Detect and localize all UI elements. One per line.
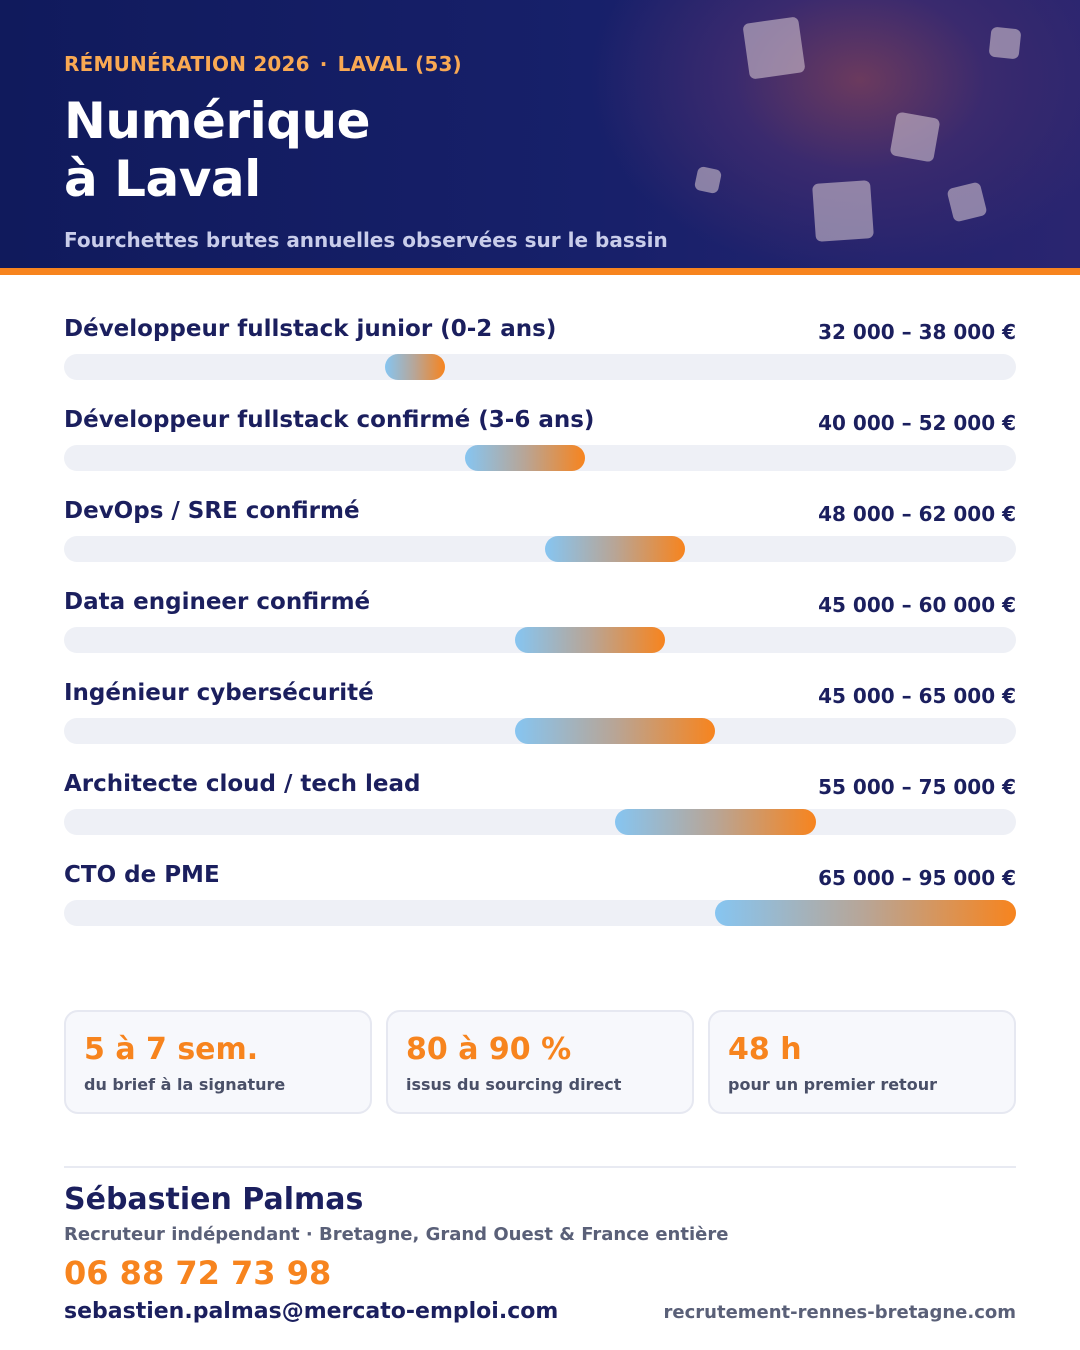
page-title: Numérique à Laval: [64, 92, 371, 208]
salary-range-bar: [615, 809, 816, 835]
contact-email-link[interactable]: sebastien.palmas@mercato-emploi.com: [64, 1299, 559, 1324]
salary-range-label: 55 000 – 75 000 €: [818, 775, 1016, 799]
job-title-label: CTO de PME: [64, 862, 220, 888]
range-track: [64, 900, 1016, 926]
title-line-2: à Laval: [64, 150, 261, 208]
salary-range-label: 45 000 – 60 000 €: [818, 593, 1016, 617]
stat-label: pour un premier retour: [728, 1075, 937, 1094]
stat-value: 80 à 90 %: [406, 1032, 572, 1067]
salary-range-label: 65 000 – 95 000 €: [818, 866, 1016, 890]
header-kicker: RÉMUNÉRATION 2026 · LAVAL (53): [64, 52, 462, 76]
salary-row: Data engineer confirmé 45 000 – 60 000 €: [64, 589, 1016, 653]
job-title-label: Développeur fullstack confirmé (3-6 ans): [64, 407, 595, 433]
job-title-label: Data engineer confirmé: [64, 589, 371, 615]
job-title-label: Architecte cloud / tech lead: [64, 771, 421, 797]
salary-row: Développeur fullstack confirmé (3-6 ans)…: [64, 407, 1016, 471]
footer-divider: [64, 1166, 1016, 1168]
salary-row: Développeur fullstack junior (0-2 ans) 32…: [64, 316, 1016, 380]
salary-row: Architecte cloud / tech lead 55 000 – 75 …: [64, 771, 1016, 835]
title-line-1: Numérique: [64, 92, 371, 150]
salary-row: DevOps / SRE confirmé 48 000 – 62 000 €: [64, 498, 1016, 562]
range-track: [64, 627, 1016, 653]
salary-range-bar: [514, 627, 666, 653]
stat-label: du brief à la signature: [84, 1075, 286, 1094]
contact-phone-link[interactable]: 06 88 72 73 98: [64, 1254, 332, 1292]
decorative-square: [812, 180, 874, 242]
salary-range-bar: [464, 445, 586, 471]
decorative-square: [693, 165, 723, 195]
job-title-label: Ingénieur cybersécurité: [64, 680, 374, 706]
stat-value: 48 h: [728, 1032, 802, 1067]
page-subtitle: Fourchettes brutes annuelles observées s…: [64, 228, 668, 252]
header-accent-bar: [0, 268, 1080, 275]
stats-row: 5 à 7 sem. du brief à la signature 80 à …: [64, 1010, 1016, 1114]
stat-card: 80 à 90 % issus du sourcing direct: [386, 1010, 694, 1114]
contact-name: Sébastien Palmas: [64, 1182, 364, 1217]
decorative-square: [889, 111, 941, 163]
header-banner: RÉMUNÉRATION 2026 · LAVAL (53) Numérique à…: [0, 0, 1080, 268]
kicker-location: LAVAL (53): [337, 52, 462, 76]
salary-range-bar: [545, 536, 686, 562]
range-track: [64, 536, 1016, 562]
salary-range-label: 40 000 – 52 000 €: [818, 411, 1016, 435]
kicker-separator: ·: [319, 52, 328, 76]
salary-row: Ingénieur cybersécurité 45 000 – 65 000 €: [64, 680, 1016, 744]
contact-website-link[interactable]: recrutement-rennes-bretagne.com: [663, 1302, 1016, 1323]
job-title-label: DevOps / SRE confirmé: [64, 498, 360, 524]
stat-card: 48 h pour un premier retour: [708, 1010, 1016, 1114]
stat-card: 5 à 7 sem. du brief à la signature: [64, 1010, 372, 1114]
salary-row: CTO de PME 65 000 – 95 000 €: [64, 862, 1016, 926]
salary-range-label: 48 000 – 62 000 €: [818, 502, 1016, 526]
stat-value: 5 à 7 sem.: [84, 1032, 259, 1067]
range-track: [64, 809, 1016, 835]
salary-range-label: 45 000 – 65 000 €: [818, 684, 1016, 708]
salary-range-bar: [384, 354, 445, 380]
decorative-square: [742, 16, 806, 80]
range-track: [64, 354, 1016, 380]
range-track: [64, 445, 1016, 471]
contact-role: Recruteur indépendant · Bretagne, Grand …: [64, 1224, 729, 1245]
job-title-label: Développeur fullstack junior (0-2 ans): [64, 316, 557, 342]
salary-range-bar: [514, 718, 716, 744]
stat-label: issus du sourcing direct: [406, 1075, 622, 1094]
salary-range-label: 32 000 – 38 000 €: [818, 320, 1016, 344]
kicker-topic: RÉMUNÉRATION 2026: [64, 52, 310, 76]
salary-range-bar: [715, 900, 1016, 926]
decorative-square: [946, 181, 988, 223]
range-track: [64, 718, 1016, 744]
decorative-square: [988, 26, 1022, 60]
